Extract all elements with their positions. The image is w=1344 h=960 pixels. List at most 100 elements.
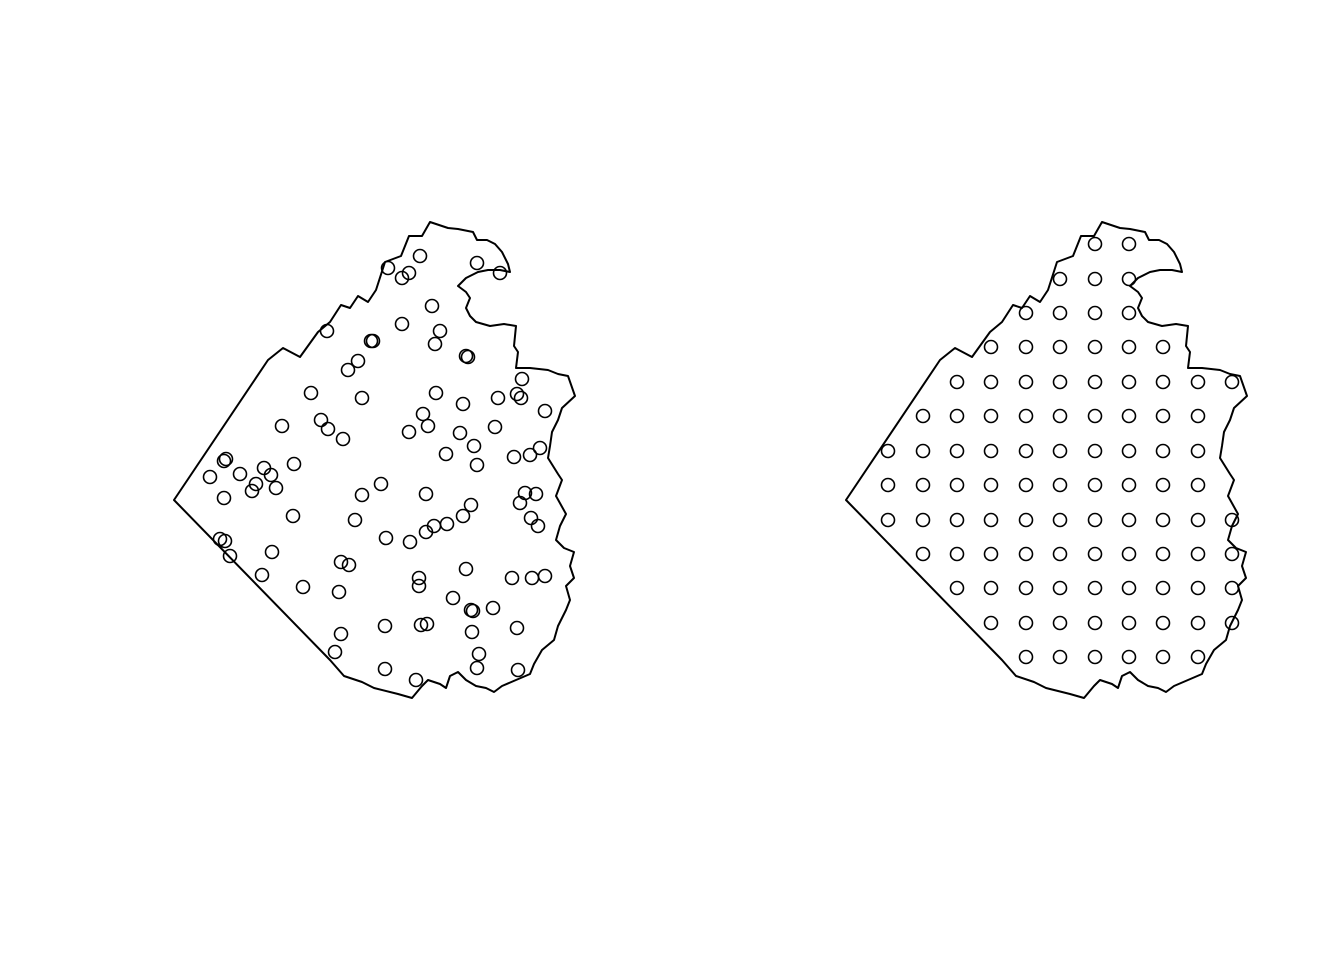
grid-sample-point: [915, 443, 931, 459]
random-sample-point: [418, 524, 434, 540]
grid-sample-point: [1087, 512, 1103, 528]
random-sample-point: [202, 469, 218, 485]
random-sample-point: [485, 600, 501, 616]
grid-sample-point: [1224, 580, 1240, 596]
grid-sample-point: [1155, 408, 1171, 424]
random-sample-points: [202, 248, 553, 688]
random-sample-point: [512, 495, 528, 511]
random-sample-point: [365, 333, 381, 349]
grid-sample-point: [1018, 339, 1034, 355]
random-sample-point: [218, 451, 234, 467]
random-sample-point: [464, 624, 480, 640]
random-sample-point: [413, 617, 429, 633]
random-sample-point: [411, 578, 427, 594]
random-sample-point: [537, 403, 553, 419]
grid-sample-point: [1052, 305, 1068, 321]
grid-sample-point: [1087, 580, 1103, 596]
random-sample-point: [460, 349, 476, 365]
random-sample-point: [452, 425, 468, 441]
grid-sample-point: [1087, 408, 1103, 424]
grid-sample-point: [983, 580, 999, 596]
random-sample-point: [254, 567, 270, 583]
grid-sample-point: [1224, 374, 1240, 390]
grid-sample-point: [1121, 649, 1137, 665]
grid-sample-point: [1190, 477, 1206, 493]
random-sample-point: [420, 418, 436, 434]
random-sample-point: [274, 418, 290, 434]
grid-sample-point: [1052, 546, 1068, 562]
grid-sample-points: [880, 236, 1240, 665]
grid-sample-point: [915, 546, 931, 562]
grid-sample-point: [1121, 271, 1137, 287]
random-sample-point: [217, 533, 233, 549]
random-sample-point: [428, 385, 444, 401]
grid-sample-point: [1018, 580, 1034, 596]
grid-sample-point: [1052, 615, 1068, 631]
random-sample-point: [465, 603, 481, 619]
grid-sample-point: [1121, 546, 1137, 562]
grid-sample-point: [1052, 339, 1068, 355]
grid-sample-point: [1052, 271, 1068, 287]
random-sample-point: [216, 453, 232, 469]
grid-sample-point: [1087, 339, 1103, 355]
random-sample-point: [513, 390, 529, 406]
random-sample-point: [522, 447, 538, 463]
random-sample-point: [331, 584, 347, 600]
grid-sample-point: [1121, 305, 1137, 321]
grid-sample-point: [1224, 546, 1240, 562]
random-sample-point: [286, 456, 302, 472]
random-sample-point: [466, 438, 482, 454]
random-sample-point: [530, 518, 546, 534]
random-sample-point: [333, 626, 349, 642]
grid-sample-point: [949, 374, 965, 390]
random-sample-point: [377, 618, 393, 634]
random-sample-point: [335, 431, 351, 447]
random-sample-point: [419, 616, 435, 632]
grid-sample-point: [1155, 512, 1171, 528]
random-sample-point: [347, 512, 363, 528]
random-sample-point: [469, 255, 485, 271]
grid-sample-point: [915, 408, 931, 424]
grid-sample-point: [1087, 305, 1103, 321]
random-sample-point: [438, 446, 454, 462]
random-sample-point: [303, 385, 319, 401]
random-sample-point: [295, 579, 311, 595]
grid-sample-point: [1052, 477, 1068, 493]
random-sample-point: [354, 390, 370, 406]
random-sample-point: [377, 661, 393, 677]
random-sample-point: [415, 406, 431, 422]
region-outline: [845, 221, 1248, 699]
grid-sample-point: [1087, 615, 1103, 631]
grid-sample-point: [983, 512, 999, 528]
random-sample-point: [487, 419, 503, 435]
random-sample-point: [402, 534, 418, 550]
grid-sample-point: [1224, 615, 1240, 631]
random-sample-point: [509, 620, 525, 636]
grid-sample-point: [1087, 374, 1103, 390]
random-sample-point: [445, 590, 461, 606]
grid-sample-point: [1018, 443, 1034, 459]
random-sample-point: [222, 548, 238, 564]
grid-sample-point: [1190, 374, 1206, 390]
random-sample-point: [408, 672, 424, 688]
grid-sample-point: [880, 477, 896, 493]
grid-sample-point: [1018, 477, 1034, 493]
random-sample-point: [458, 561, 474, 577]
grid-sample-point: [1018, 374, 1034, 390]
grid-sample-point: [1087, 236, 1103, 252]
grid-sample-point: [1190, 408, 1206, 424]
grid-sample-point: [1087, 271, 1103, 287]
random-sample-point: [471, 646, 487, 662]
random-sample-point: [373, 476, 389, 492]
grid-sample-point: [1018, 512, 1034, 528]
grid-sample-point: [915, 477, 931, 493]
grid-sample-point: [1052, 374, 1068, 390]
random-sample-point: [432, 323, 448, 339]
grid-sample-point: [1155, 649, 1171, 665]
grid-sample-point: [1190, 615, 1206, 631]
panel-regular-grid-sample: [845, 221, 1248, 699]
grid-sample-point: [1121, 477, 1137, 493]
random-sample-point: [506, 449, 522, 465]
grid-sample-point: [1155, 615, 1171, 631]
grid-sample-point: [1190, 512, 1206, 528]
